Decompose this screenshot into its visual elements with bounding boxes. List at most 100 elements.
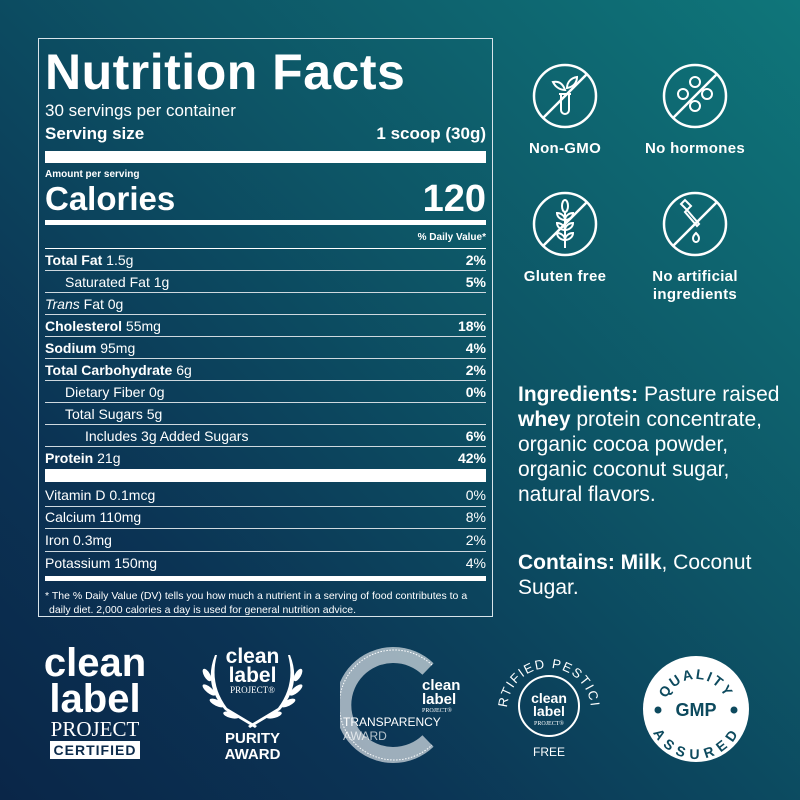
nutrient-amount: Total Sugars 5g (65, 405, 163, 422)
badge-text: label (228, 664, 277, 687)
c-ring-icon (340, 647, 434, 763)
ingredients-label: Ingredients: (518, 383, 639, 406)
vitamin-dv: 4% (465, 554, 486, 571)
badge-text: label (422, 691, 457, 708)
nutrient-amount: Dietary Fiber 0g (65, 383, 165, 400)
calories-label: Calories (45, 180, 176, 217)
badge-text: clean (43, 641, 147, 685)
claim-no-hormones: No hormones (640, 62, 750, 157)
badge-text: label (49, 677, 141, 721)
nutrient-amount: 95mg (96, 339, 136, 356)
nutrient-row: Saturated Fat 1g 5% (45, 271, 486, 293)
nutrient-dv: 0% (465, 383, 486, 400)
badge-text: label (533, 703, 565, 719)
badge-text: clean (225, 645, 280, 668)
nutrient-amount: Saturated Fat 1g (65, 273, 170, 290)
nutrient-dv: 42% (457, 450, 486, 466)
badge-text: GMP (675, 700, 716, 720)
serving-size-row: Serving size 1 scoop (30g) (45, 123, 486, 145)
nutrient-amount: 55mg (122, 317, 161, 334)
claim-non-gmo: Non-GMO (510, 62, 620, 157)
contains-label: Contains: (518, 551, 615, 574)
divider-medium (45, 576, 486, 581)
badge-gmp-quality-assured: QUALITY ASSURED GMP (642, 655, 750, 763)
nutrition-facts-panel: Nutrition Facts 30 servings per containe… (38, 38, 493, 617)
calories-value: 120 (422, 178, 486, 220)
nutrient-bold: Sodium (45, 339, 97, 356)
gluten-free-icon (532, 191, 598, 257)
nutrient-dv: 18% (457, 317, 486, 334)
vitamin-name: Vitamin D 0.1mcg (45, 486, 156, 503)
contains-rest: , Coconut Sugar. (518, 551, 752, 599)
no-artificial-icon (662, 191, 728, 257)
ingredients-part: Pasture raised (638, 383, 780, 406)
badge-transparency-award: clean label PROJECT® TRANSPARENCY AWARD (340, 645, 470, 765)
claim-label: No hormones (645, 140, 745, 157)
nutrient-name: Total Fat 1.5g (45, 252, 133, 268)
calories-row: Calories 120 (45, 180, 486, 218)
nutrient-name: Cholesterol 55mg (45, 318, 161, 334)
claim-no-artificial: No artificial ingredients (630, 190, 760, 304)
badge-text: PROJECT® (422, 708, 452, 714)
nutrient-amount: Fat 0g (79, 295, 124, 312)
claim-gluten-free: Gluten free (510, 190, 620, 285)
badge-purity-award: clean label PROJECT® PURITY AWARD (195, 645, 310, 763)
ingredients-text: Ingredients: Pasture raised whey protein… (518, 382, 788, 507)
nutrient-dv: 6% (465, 427, 486, 444)
divider-thick (45, 469, 486, 482)
contains-text: Contains: Milk, Coconut Sugar. (518, 550, 788, 600)
pesticide-ring-icon: CERTIFIED PESTICIDE FREE (493, 648, 601, 759)
claim-label: No artificial ingredients (652, 268, 738, 303)
serving-size-label: Serving size (45, 124, 145, 143)
ingredients-whey: whey (518, 408, 571, 431)
nutrient-name: Saturated Fat 1g (45, 274, 169, 290)
badge-pesticide-free: CERTIFIED PESTICIDE FREE clean label PRO… (493, 648, 605, 760)
nutrient-row: Total Carbohydrate 6g 2% (45, 359, 486, 381)
badge-text: clean (531, 690, 567, 706)
serving-size-value: 1 scoop (30g) (376, 124, 486, 143)
nutrition-title: Nutrition Facts (45, 44, 406, 100)
nutrient-row: Total Fat 1.5g 2% (45, 249, 486, 271)
nutrient-row: Cholesterol 55mg 18% (45, 315, 486, 337)
vitamin-row: Vitamin D 0.1mcg 0% (45, 484, 486, 507)
contains-milk: Milk (614, 551, 662, 574)
badge-text: clean label PROJECT® (422, 678, 460, 715)
badge-clean-label-certified: clean label PROJECT CERTIFIED (35, 641, 155, 760)
nutrient-dv: 5% (465, 273, 486, 290)
divider-thick (45, 151, 486, 163)
vitamin-row: Calcium 110mg 8% (45, 507, 486, 529)
divider-medium (45, 220, 486, 225)
nutrient-bold: Cholesterol (45, 317, 123, 334)
nutrient-name: Includes 3g Added Sugars (45, 428, 248, 444)
vitamin-row: Potassium 150mg 4% (45, 552, 486, 575)
nutrient-bold: Protein (45, 450, 94, 466)
gmp-seal-icon: QUALITY ASSURED GMP (643, 656, 749, 762)
nutrient-name: Trans Fat 0g (45, 296, 123, 312)
badge-text: CERTIFIED (49, 741, 141, 759)
amount-per-serving: Amount per serving (45, 169, 140, 180)
no-hormones-icon (662, 63, 728, 129)
vitamin-name: Potassium 150mg (45, 554, 158, 571)
nutrient-amount: 1.5g (102, 251, 134, 268)
nutrient-amount: 6g (172, 361, 192, 378)
badge-text: TRANSPARENCY (343, 715, 441, 729)
badge-text: PROJECT (50, 717, 140, 741)
daily-value-header: % Daily Value* (45, 227, 486, 249)
claim-label: Non-GMO (528, 140, 602, 157)
nutrient-name: Total Carbohydrate 6g (45, 362, 192, 378)
badge-text: PROJECT® (534, 721, 564, 727)
nutrient-row: Trans Fat 0g (45, 293, 486, 315)
laurel-wreath-icon (202, 655, 303, 728)
badge-text: PROJECT® (230, 685, 275, 695)
nutrient-dv: 2% (465, 251, 486, 268)
claim-label: Gluten free (523, 268, 607, 285)
badge-text: AWARD (224, 746, 281, 763)
nutrient-row: Includes 3g Added Sugars 6% (45, 425, 486, 447)
badge-text: FREE (533, 745, 565, 759)
badge-text: AWARD (343, 729, 387, 743)
nutrient-name: Dietary Fiber 0g (45, 384, 165, 400)
no-gmo-icon (532, 63, 598, 129)
vitamin-row: Iron 0.3mg 2% (45, 529, 486, 552)
nutrient-row: Total Sugars 5g (45, 403, 486, 425)
vitamin-name: Iron 0.3mg (45, 531, 112, 548)
